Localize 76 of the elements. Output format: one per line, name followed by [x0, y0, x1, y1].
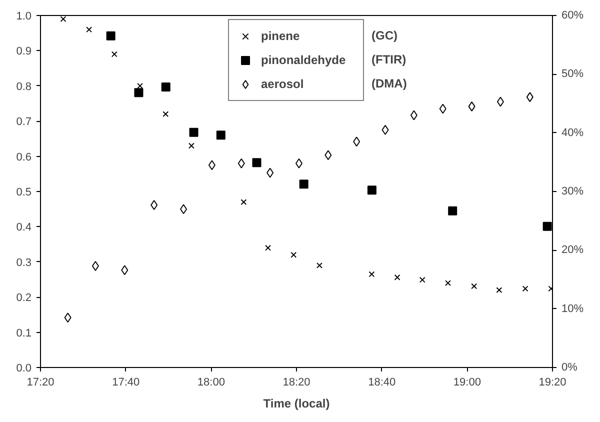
y2-tick-label: 20% — [562, 244, 584, 256]
point — [60, 16, 66, 22]
x-tick-label: 18:20 — [282, 376, 310, 388]
point — [353, 136, 360, 147]
point — [324, 150, 332, 160]
point — [316, 262, 322, 268]
point — [189, 128, 198, 137]
point — [111, 51, 118, 58]
point — [526, 92, 534, 102]
point — [496, 287, 502, 294]
x-tick-label: 19:00 — [453, 376, 481, 388]
x-tick-label: 18:00 — [197, 376, 225, 388]
point — [522, 286, 528, 292]
point — [419, 276, 426, 283]
point — [410, 110, 418, 120]
y-tick-label: 1.0 — [16, 10, 32, 22]
y-tick-label: 0.3 — [16, 256, 32, 269]
x-axis-title: Time (local) — [263, 396, 330, 410]
y-tick-label: 0.2 — [16, 292, 32, 304]
point — [92, 261, 99, 272]
point — [471, 283, 478, 290]
point — [208, 160, 216, 170]
point — [468, 101, 476, 112]
y2-tick-label: 0% — [562, 362, 578, 374]
point — [180, 204, 188, 214]
legend-label: pinonaldehyde — [261, 52, 347, 69]
point — [86, 26, 92, 33]
annotation: (FTIR) — [372, 52, 406, 66]
legend-label: aerosol — [261, 76, 305, 93]
point — [161, 82, 170, 92]
y2-tick-label: 50% — [562, 68, 584, 80]
point — [496, 96, 504, 107]
point — [542, 222, 552, 231]
y-tick-label: 0.0 — [16, 362, 32, 374]
point — [64, 312, 72, 323]
point — [445, 280, 451, 286]
point — [394, 274, 400, 280]
y2-tick-label: 10% — [562, 302, 584, 315]
point — [134, 88, 144, 98]
point — [121, 265, 128, 276]
y-tick-label: 0.1 — [16, 327, 32, 340]
legend-label: pinene — [261, 28, 301, 45]
point — [252, 158, 262, 168]
point — [265, 244, 271, 251]
point — [106, 31, 116, 40]
y-tick-label: 0.7 — [16, 116, 32, 128]
x-tick-label: 17:20 — [26, 376, 54, 388]
point — [295, 158, 302, 168]
x-tick-label: 19:20 — [538, 376, 566, 388]
x-tick-label: 18:40 — [368, 376, 396, 388]
annotation: (DMA) — [372, 76, 407, 90]
y-tick-label: 0.9 — [16, 46, 32, 58]
point — [238, 158, 245, 168]
y2-tick-label: 40% — [562, 126, 584, 139]
y-tick-label: 0.5 — [16, 186, 32, 198]
y2-tick-label: 30% — [562, 186, 584, 198]
y-tick-label: 0.6 — [16, 151, 32, 164]
point — [188, 142, 194, 149]
point — [290, 252, 297, 258]
y-tick-label: 0.8 — [16, 80, 32, 93]
annotation: (GC) — [372, 28, 398, 42]
point — [150, 200, 158, 210]
point — [368, 271, 375, 278]
point — [448, 206, 458, 216]
point — [367, 186, 376, 195]
x-tick-label: 17:40 — [112, 376, 140, 388]
point — [162, 111, 169, 118]
y-tick-label: 0.4 — [16, 222, 32, 234]
point — [266, 168, 274, 178]
point — [382, 124, 389, 135]
point — [299, 180, 308, 189]
point — [137, 82, 143, 89]
y2-tick-label: 60% — [562, 10, 584, 22]
point — [439, 104, 446, 114]
point — [240, 199, 247, 206]
point — [216, 130, 226, 140]
